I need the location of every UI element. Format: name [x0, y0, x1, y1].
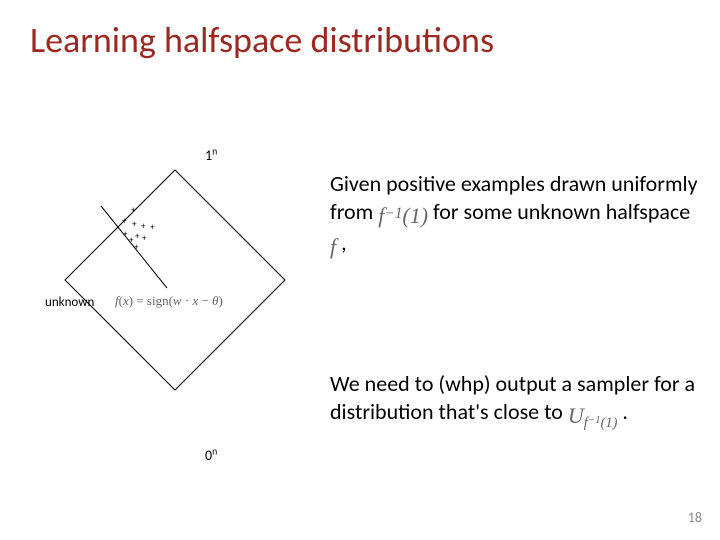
positive-example-plus: + — [142, 233, 147, 244]
halfspace-formula: f(x) = sign(w · x − θ) — [115, 293, 223, 308]
page-number: 18 — [688, 509, 702, 526]
pagenum-text: 18 — [688, 509, 702, 526]
math-uniform-dist: Uf−1(1) — [568, 402, 617, 433]
para1-post: , — [341, 229, 347, 256]
halfspace-diagram: ++++++++++1n0nunknownf(x) = sign(w · x −… — [45, 110, 305, 480]
positive-example-plus: + — [150, 222, 155, 233]
label-1n: 1n — [205, 145, 217, 164]
para1-mid: for some unknown halfspace — [433, 198, 690, 225]
positive-example-plus: + — [141, 221, 146, 232]
positive-example-plus: + — [122, 216, 127, 227]
positive-example-plus: + — [132, 219, 137, 230]
positive-example-plus: + — [134, 242, 139, 253]
hypercube-diamond — [65, 170, 285, 390]
title-text: Learning halfspace distributions — [30, 18, 494, 62]
unknown-label: unknown — [45, 295, 94, 310]
positive-example-plus: + — [135, 231, 140, 242]
positive-example-plus: + — [131, 205, 136, 216]
math-f: f — [330, 233, 336, 261]
paragraph-2: We need to (whp) output a sampler for a … — [330, 370, 700, 432]
slide-title: Learning halfspace distributions — [30, 18, 494, 62]
diagram-svg: ++++++++++1n0nunknownf(x) = sign(w · x −… — [45, 110, 305, 480]
positive-example-plus: + — [123, 229, 128, 240]
math-f-inverse-1: f−1(1) — [378, 202, 428, 230]
para2-post: . — [622, 398, 628, 425]
paragraph-1: Given positive examples drawn uniformly … — [330, 170, 700, 261]
para2-pre: We need to (whp) output a sampler for a … — [330, 370, 695, 425]
label-0n: 0n — [205, 445, 217, 464]
